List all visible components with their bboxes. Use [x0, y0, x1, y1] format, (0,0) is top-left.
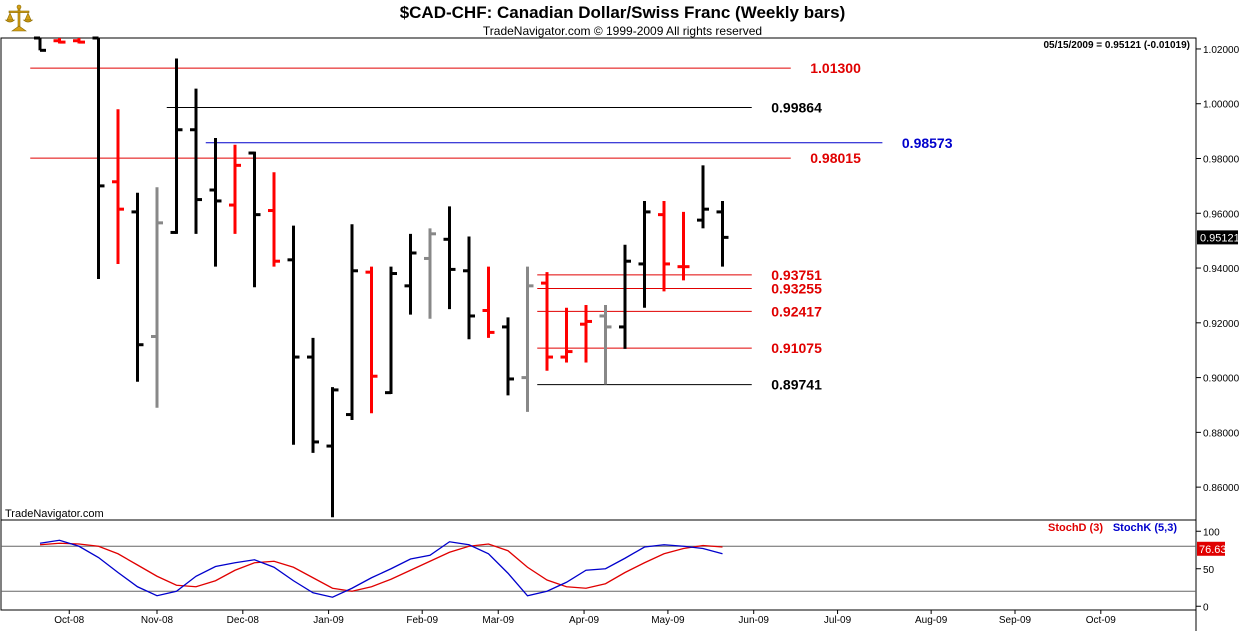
ohlc-bar — [677, 211, 690, 281]
date-axis-label: Oct-08 — [54, 615, 84, 626]
ohlc-bar — [385, 266, 397, 395]
last-price-marker: 0.95121 — [1197, 230, 1240, 245]
legend-stochk: StochK (5,3) — [1113, 522, 1178, 534]
ohlc-bar — [229, 144, 241, 234]
ohlc-bar — [638, 200, 651, 308]
price-axis-label: 0.94000 — [1203, 264, 1240, 275]
chart-title: $CAD-CHF: Canadian Dollar/Swiss Franc (W… — [399, 3, 846, 22]
level-label: 0.98573 — [902, 135, 953, 151]
ohlc-bar — [92, 36, 105, 279]
date-axis-label: Jun-09 — [738, 615, 769, 626]
level-label: 0.89741 — [771, 377, 822, 393]
ohlc-bar — [580, 305, 592, 363]
date-axis-label: Aug-09 — [915, 615, 948, 626]
ohlc-bar — [190, 88, 202, 234]
ohlc-bar — [112, 109, 124, 264]
date-axis-label: Dec-08 — [227, 615, 260, 626]
ohlc-bar — [209, 137, 222, 267]
support-resistance-levels: 1.01300 0.99864 0.98573 0.98015 0.937510.932… — [30, 60, 953, 393]
oscillator-legend: StochD (3) StochK (5,3) — [1048, 522, 1177, 534]
ohlc-bar — [307, 337, 319, 453]
ohlc-bar — [151, 187, 163, 408]
price-axis-label: 1.00000 — [1203, 100, 1240, 111]
price-axis-label: 0.92000 — [1203, 319, 1240, 330]
ohlc-bar — [268, 172, 280, 267]
level-label: 0.92417 — [771, 303, 822, 319]
price-bars — [34, 36, 729, 518]
ohlc-bar — [482, 266, 495, 338]
price-axis: 1.02000 1.00000 0.98000 0.96000 0.94000 0.920… — [1196, 45, 1240, 494]
price-panel — [0, 37, 1197, 521]
ohlc-bar — [287, 225, 300, 445]
oscillator-series-line — [39, 539, 723, 598]
status-readout: 05/15/2009 = 0.95121 (-0.01019) — [1043, 40, 1190, 51]
ohlc-bar — [502, 317, 514, 396]
oscillator-last-value-label: 76.63 — [1199, 544, 1227, 556]
level-label: 0.99864 — [771, 99, 822, 115]
ohlc-bar — [404, 233, 417, 315]
date-axis-label: Mar-09 — [482, 615, 514, 626]
copyright-text: TradeNavigator.com © 1999-2009 All right… — [482, 24, 763, 38]
ohlc-bar — [560, 307, 573, 363]
oscillator-last-value-box — [1197, 541, 1225, 556]
ohlc-bar — [73, 38, 85, 44]
level-label: 0.93751 — [771, 267, 822, 283]
ohlc-bar — [326, 387, 339, 518]
oscillator-axis: 0 50 100 76.63 — [1196, 527, 1227, 613]
ohlc-bar — [443, 206, 456, 310]
price-axis-label: 0.98000 — [1203, 155, 1240, 166]
ohlc-bar — [716, 200, 729, 267]
price-axis-label: 1.02000 — [1203, 45, 1240, 56]
ohlc-bar — [424, 228, 436, 319]
price-axis-label: 0.88000 — [1203, 428, 1240, 439]
date-axis-label: Apr-09 — [569, 615, 599, 626]
last-price-box — [1197, 230, 1238, 245]
ohlc-bar — [619, 244, 631, 349]
ohlc-bar — [248, 151, 261, 288]
price-axis-label: 0.90000 — [1203, 374, 1240, 385]
date-axis-label: Oct-09 — [1086, 615, 1116, 626]
date-axis-label: Nov-08 — [141, 615, 174, 626]
ohlc-bar — [53, 38, 66, 44]
oscillator-panel — [0, 519, 1197, 611]
ohlc-bar — [34, 36, 46, 52]
date-axis-label: Sep-09 — [999, 615, 1032, 626]
price-axis-label: 0.96000 — [1203, 209, 1240, 220]
date-axis-label: Jan-09 — [313, 615, 344, 626]
stochastic-oscillator — [1, 539, 1196, 598]
ohlc-bar — [541, 272, 553, 371]
watermark-text: TradeNavigator.com — [5, 508, 104, 520]
date-axis: Oct-08 Nov-08 Dec-08 Jan-09 Feb-09 Mar-09 Apr-… — [54, 610, 1116, 626]
oscillator-series-line — [39, 542, 723, 592]
ohlc-bar — [697, 165, 709, 229]
ohlc-bar — [463, 236, 475, 340]
ohlc-bar — [365, 266, 378, 414]
price-axis-label: 0.86000 — [1203, 483, 1240, 494]
ohlc-bar — [346, 224, 358, 421]
date-axis-label: May-09 — [651, 615, 685, 626]
ohlc-bar — [131, 192, 144, 382]
oscillator-axis-label: 100 — [1203, 527, 1220, 538]
level-label: 0.98015 — [810, 150, 861, 166]
level-label: 0.93255 — [771, 280, 822, 296]
level-label: 0.91075 — [771, 340, 822, 356]
date-axis-label: Feb-09 — [406, 615, 438, 626]
oscillator-axis-label: 0 — [1203, 602, 1209, 613]
ohlc-bar — [658, 200, 670, 292]
date-axis-label: Jul-09 — [824, 615, 852, 626]
ohlc-bar — [521, 266, 534, 412]
scales-of-justice-icon — [4, 4, 34, 32]
legend-stochd: StochD (3) — [1048, 522, 1103, 534]
oscillator-axis-label: 50 — [1203, 565, 1215, 576]
ohlc-bar — [599, 305, 612, 385]
last-price-label: 0.95121 — [1200, 232, 1240, 244]
ohlc-bar — [170, 58, 183, 234]
level-label: 1.01300 — [810, 60, 861, 76]
